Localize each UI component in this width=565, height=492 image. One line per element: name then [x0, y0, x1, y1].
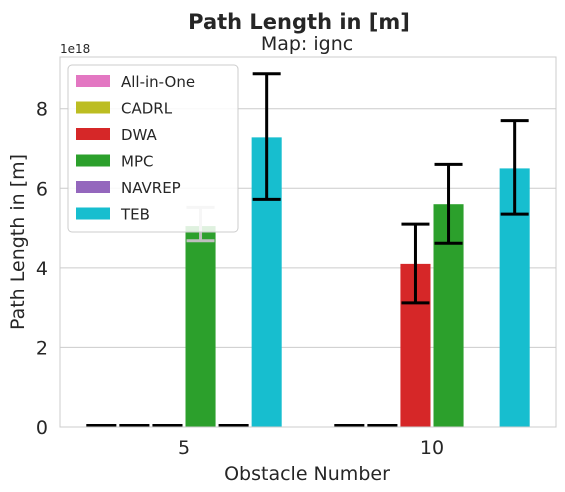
y-tick-label: 0: [36, 417, 48, 439]
y-tick-labels: 0 2 4 6 8: [36, 99, 48, 439]
legend-label: CADRL: [121, 100, 173, 118]
legend-label: TEB: [120, 206, 150, 224]
legend-item: MPC: [76, 153, 153, 171]
y-axis-label: Path Length in [m]: [7, 154, 29, 330]
error-bar: [252, 72, 281, 201]
legend-swatch: [76, 154, 110, 167]
chart-title: Map: ignc: [261, 33, 353, 55]
error-bar: [500, 119, 529, 216]
legend-item: TEB: [76, 206, 150, 224]
legend-swatch: [76, 128, 110, 140]
legend-label: MPC: [121, 153, 153, 171]
legend-label: All-in-One: [121, 73, 195, 91]
x-tick-labels: 5 10: [178, 437, 444, 459]
legend-swatch: [76, 207, 110, 220]
legend-item: NAVREP: [76, 179, 181, 197]
legend-item: All-in-One: [76, 73, 195, 91]
x-axis-label: Obstacle Number: [224, 463, 390, 485]
y-scale-label: 1e18: [60, 42, 90, 56]
legend-label: NAVREP: [121, 179, 181, 197]
y-tick-label: 8: [36, 99, 48, 121]
x-tick-label: 5: [178, 437, 190, 459]
legend-swatch: [76, 181, 110, 193]
chart-suptitle: Path Length in [m]: [188, 10, 410, 34]
x-tick-label: 10: [420, 437, 444, 459]
bar: [185, 226, 216, 427]
legend-swatch: [76, 75, 110, 87]
y-tick-label: 6: [36, 178, 48, 200]
plot-frame: [59, 56, 557, 428]
legend: All-in-One CADRL DWA MPC NAVREP TEB: [67, 64, 239, 233]
y-tick-label: 2: [36, 337, 48, 359]
legend-label: DWA: [121, 126, 158, 144]
error-bar: [401, 222, 430, 305]
bars-group: [86, 137, 530, 428]
legend-swatch: [76, 101, 110, 114]
legend-item: CADRL: [76, 100, 173, 118]
y-tick-label: 4: [36, 258, 48, 280]
legend-item: DWA: [76, 126, 158, 144]
error-bar: [434, 162, 463, 245]
legend-frame: [67, 64, 239, 233]
